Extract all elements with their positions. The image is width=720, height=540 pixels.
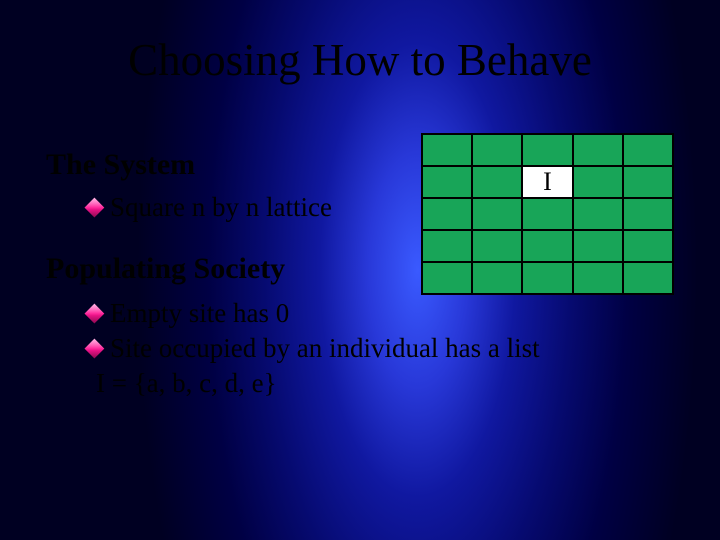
slide: Choosing How to Behave The System Square… (0, 0, 720, 540)
lattice-cell (422, 198, 472, 230)
lattice-cell (422, 134, 472, 166)
lattice-grid: I (421, 133, 674, 294)
lattice-table: I (421, 133, 674, 295)
bullet-empty-site: Empty site has 0 (86, 298, 289, 329)
lattice-cell (623, 166, 673, 198)
lattice-cell (472, 262, 522, 294)
bullet-set-definition: I = {a, b, c, d, e} (96, 368, 277, 399)
bullet-occupied-site: Site occupied by an individual has a lis… (86, 333, 540, 364)
lattice-cell (623, 134, 673, 166)
lattice-cell (472, 198, 522, 230)
lattice-cell (522, 198, 572, 230)
section-heading-populating: Populating Society (46, 252, 285, 286)
lattice-cell (422, 166, 472, 198)
lattice-cell (573, 198, 623, 230)
lattice-cell (472, 166, 522, 198)
lattice-cell (623, 262, 673, 294)
lattice-cell (472, 230, 522, 262)
lattice-cell (522, 262, 572, 294)
diamond-bullet-icon (85, 339, 105, 359)
lattice-cell (422, 262, 472, 294)
bullet-lattice: Square n by n lattice (86, 192, 332, 223)
lattice-cell (623, 230, 673, 262)
diamond-bullet-icon (85, 198, 105, 218)
slide-title: Choosing How to Behave (0, 34, 720, 86)
diamond-bullet-icon (85, 304, 105, 324)
lattice-cell-highlight: I (522, 166, 572, 198)
bullet-text: Square n by n lattice (110, 192, 332, 222)
lattice-cell (573, 166, 623, 198)
bullet-text: Empty site has 0 (110, 298, 289, 328)
lattice-cell (522, 230, 572, 262)
lattice-cell (522, 134, 572, 166)
lattice-cell (623, 198, 673, 230)
section-heading-system: The System (46, 148, 195, 182)
lattice-cell (573, 134, 623, 166)
bullet-text: Site occupied by an individual has a lis… (110, 333, 540, 363)
lattice-cell (472, 134, 522, 166)
lattice-cell (422, 230, 472, 262)
lattice-cell (573, 230, 623, 262)
lattice-cell (573, 262, 623, 294)
